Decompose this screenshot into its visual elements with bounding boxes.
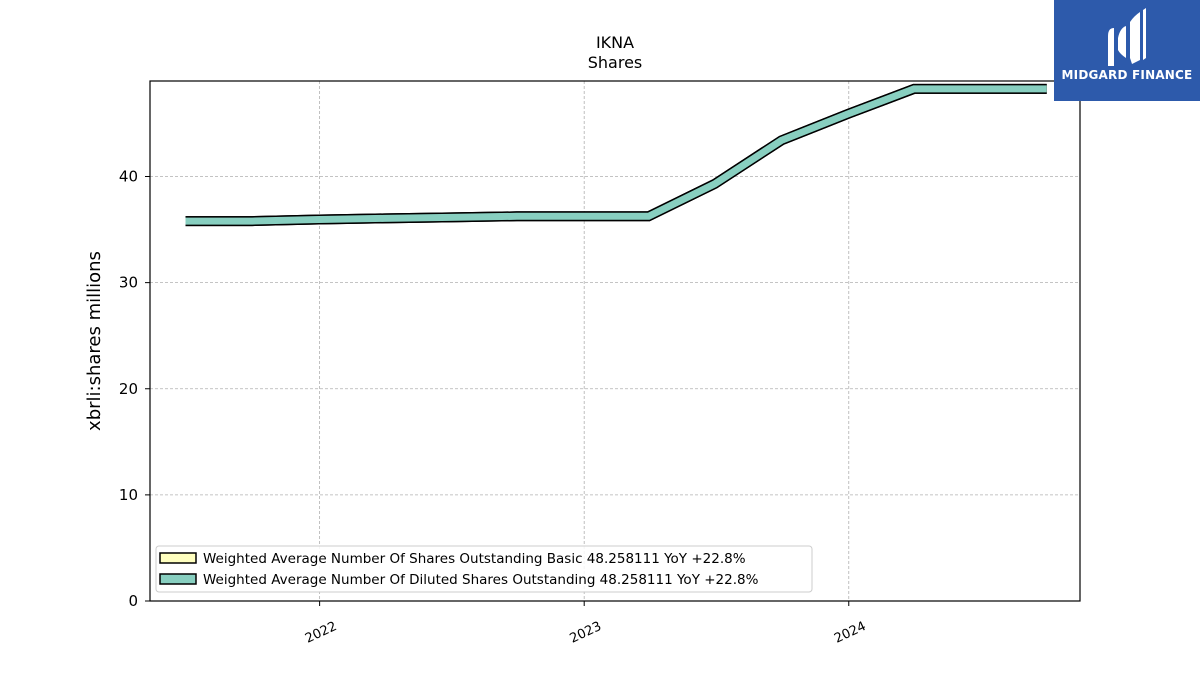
series-line-outline: [185, 83, 1047, 227]
grid-lines: [150, 81, 1080, 601]
legend-swatch: [159, 552, 197, 564]
y-axis-ticks: 0 10 20 30 40: [119, 168, 150, 610]
x-tick-label: 2023: [568, 619, 604, 647]
legend-label: Weighted Average Number Of Shares Outsta…: [203, 551, 746, 567]
y-tick-label: 30: [119, 274, 138, 292]
chart-title: IKNA: [596, 33, 634, 52]
x-axis-ticks: 2022 2023 2024: [303, 601, 868, 647]
series-line-2: [185, 85, 1047, 225]
brand-logo: MIDGARD FINANCE: [1054, 0, 1200, 101]
y-tick-label: 20: [119, 380, 138, 398]
legend-label: Weighted Average Number Of Diluted Share…: [203, 572, 759, 588]
y-axis-label: xbrli:shares millions: [84, 251, 105, 431]
series-line-outline: [185, 83, 1047, 227]
y-tick-label: 10: [119, 486, 138, 504]
y-tick-label: 40: [119, 168, 138, 186]
chart-subtitle: Shares: [588, 53, 643, 72]
legend-box: [155, 545, 813, 593]
legend: Weighted Average Number Of Shares Outsta…: [155, 545, 813, 593]
midgard-logo-icon: [1108, 8, 1146, 66]
brand-name: MIDGARD FINANCE: [1061, 68, 1193, 82]
legend-swatch: [159, 573, 197, 585]
y-tick-label: 0: [128, 592, 138, 610]
x-tick-label: 2024: [832, 619, 868, 647]
plot-frame: [149, 80, 1081, 602]
series-line-1: [185, 85, 1047, 225]
series-lines: [185, 83, 1047, 227]
x-tick-label: 2022: [303, 619, 339, 647]
